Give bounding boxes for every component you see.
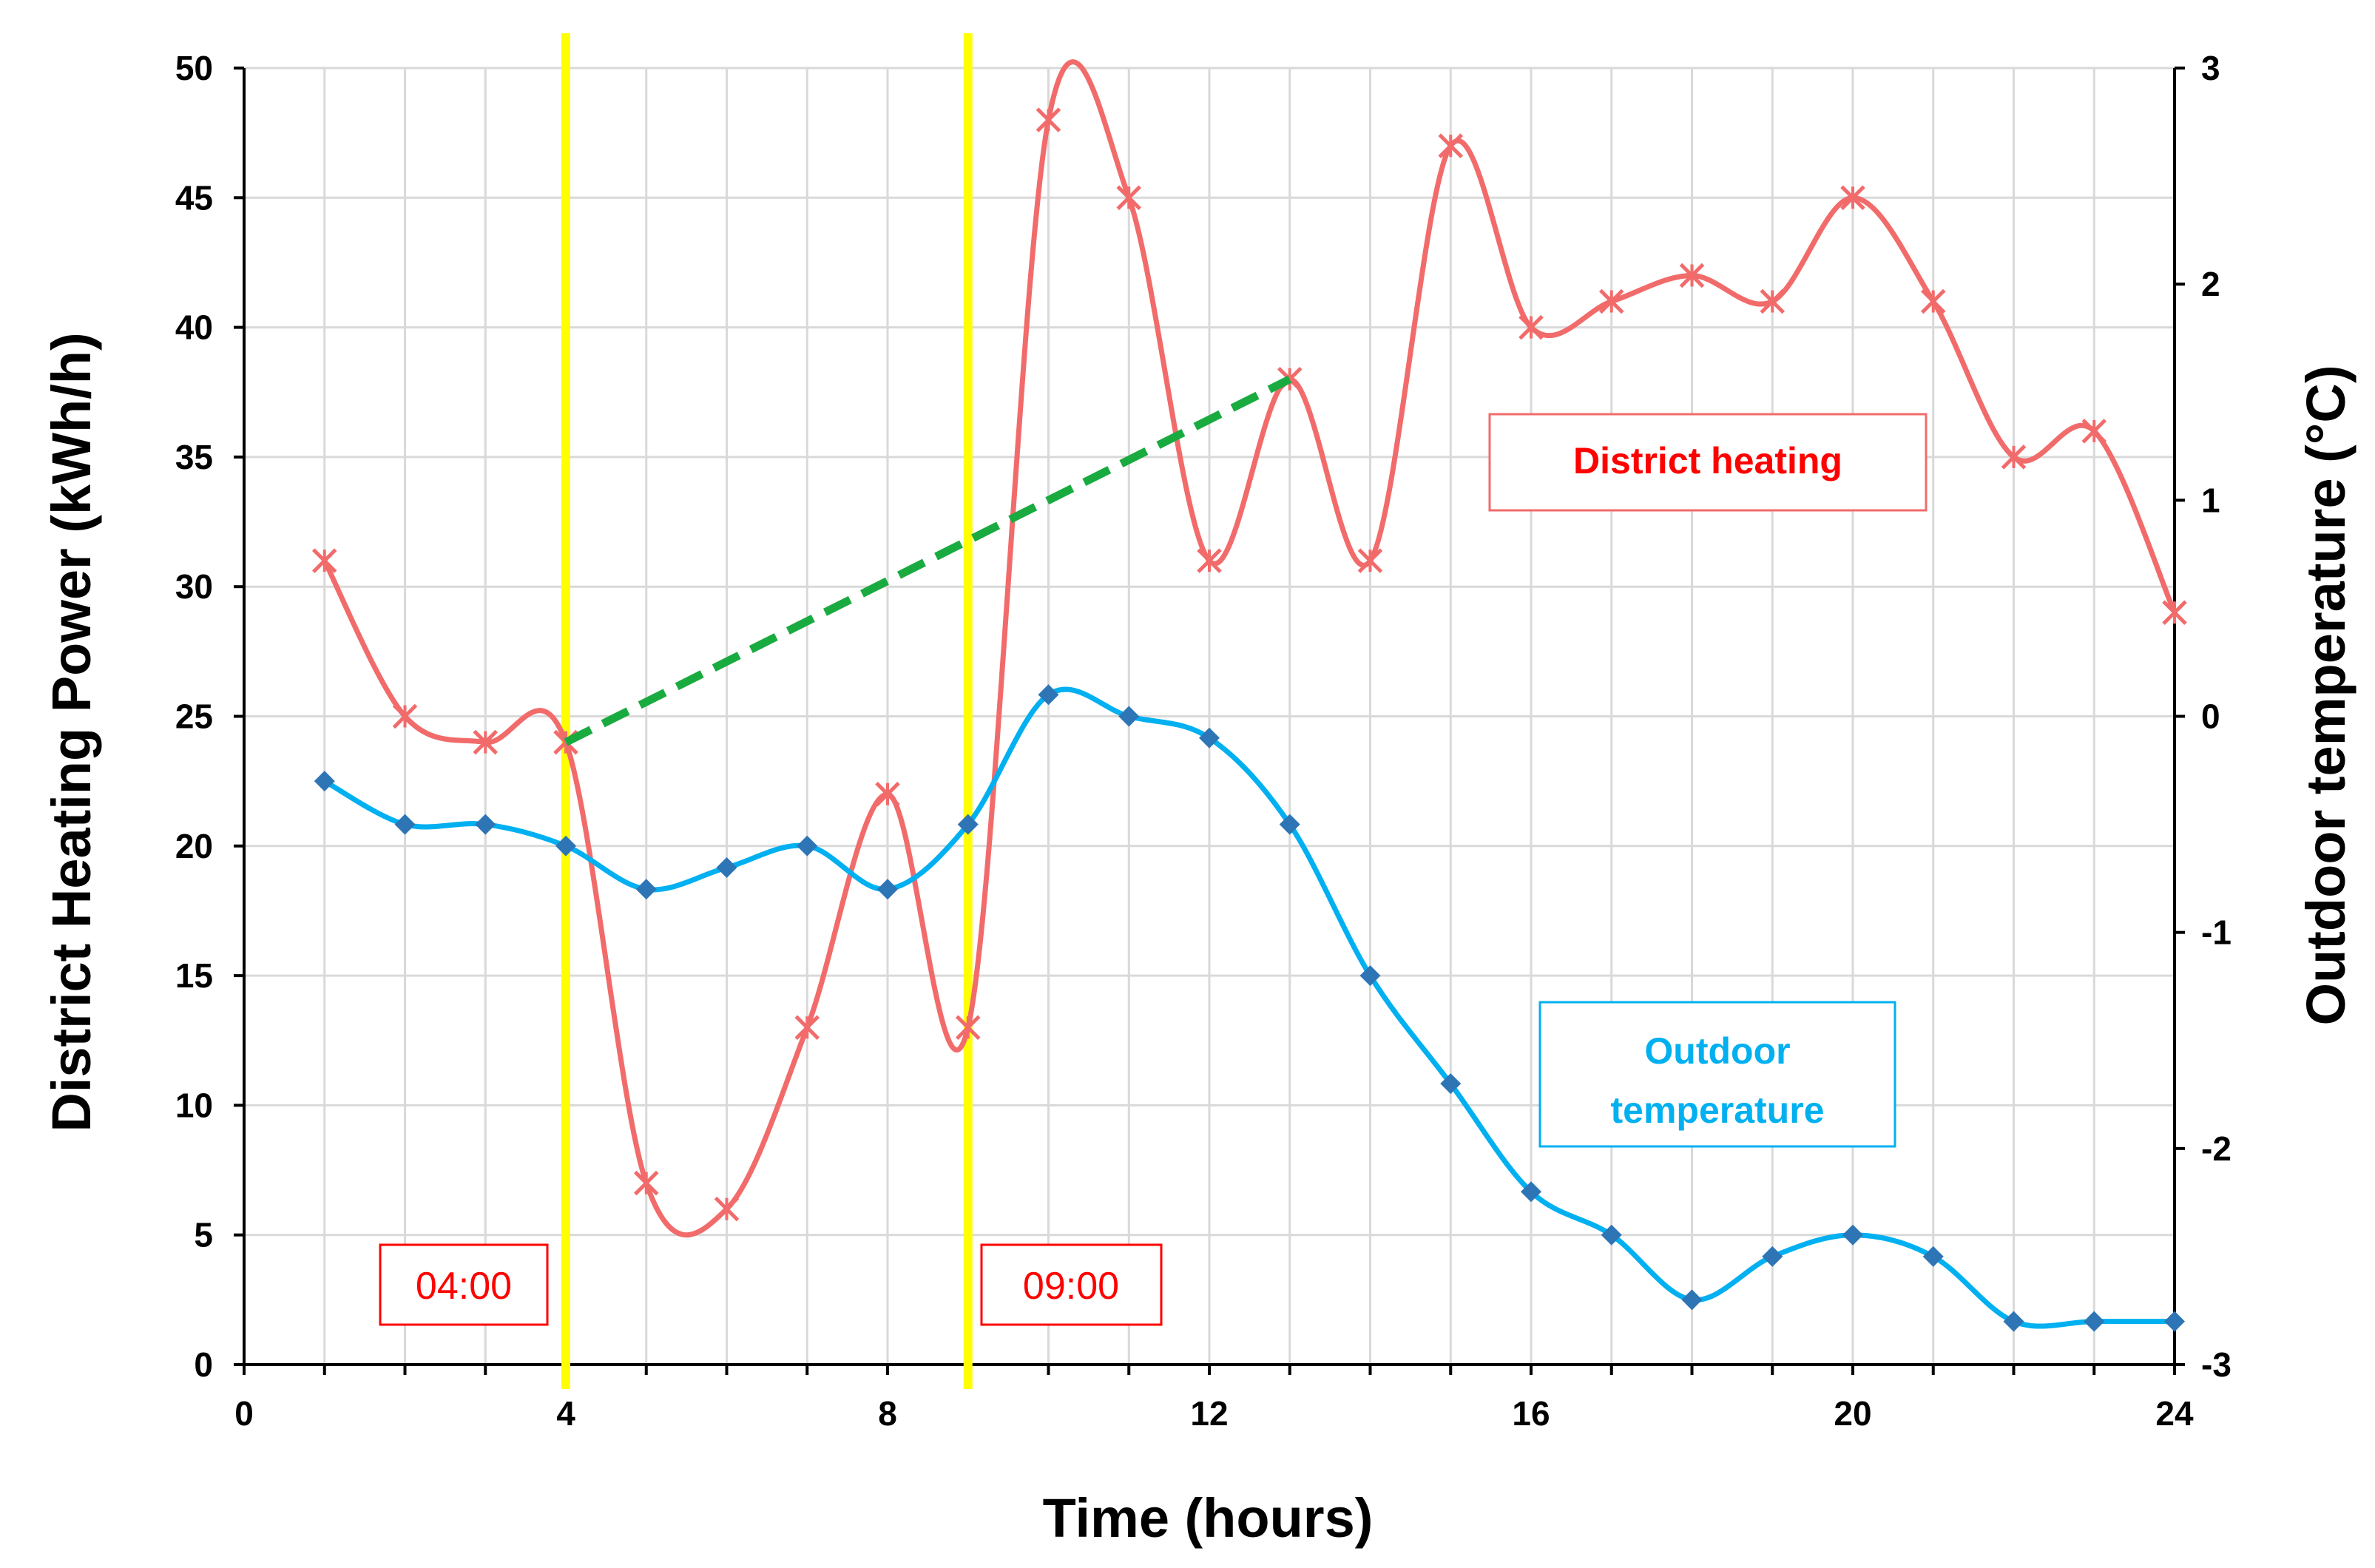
data-point-outdoor-temperature: [877, 879, 898, 900]
data-point-outdoor-temperature: [2003, 1311, 2024, 1332]
series-layer: [311, 59, 2187, 1332]
legend-label-outdoor-line1: Outdoor: [1644, 1030, 1790, 1072]
data-point-outdoor-temperature: [1681, 1289, 1703, 1311]
y-tick-label-left: 40: [175, 308, 213, 347]
time-label-0400: 04:00: [416, 1265, 512, 1308]
data-point-outdoor-temperature: [475, 814, 496, 835]
data-point-district-heating: [955, 1015, 981, 1040]
y-tick-label-left: 10: [175, 1086, 213, 1124]
y-tick-label-right: 2: [2201, 265, 2220, 303]
data-point-outdoor-temperature: [1118, 706, 1140, 727]
data-point-district-heating: [2081, 419, 2107, 444]
legend-label-outdoor-line2: temperature: [1611, 1089, 1825, 1131]
time-box-0400: 04:00: [379, 1243, 549, 1326]
y-tick-label-left: 30: [175, 567, 213, 606]
data-point-outdoor-temperature: [1601, 1224, 1622, 1246]
data-point-district-heating: [2162, 600, 2187, 626]
legend-label-district-heating: District heating: [1573, 440, 1842, 481]
data-point-outdoor-temperature: [1440, 1073, 1462, 1095]
data-point-district-heating: [473, 729, 499, 755]
data-point-district-heating: [794, 1015, 820, 1040]
data-point-district-heating: [1760, 288, 1786, 314]
data-point-district-heating: [1116, 185, 1142, 211]
data-point-district-heating: [1518, 314, 1544, 340]
legend-box-outdoor-temperature-frame: [1538, 1001, 1896, 1148]
y-tick-label-left: 20: [175, 827, 213, 865]
y-tick-label-right: -2: [2201, 1129, 2232, 1168]
x-tick-label: 0: [234, 1394, 254, 1433]
data-point-district-heating: [1920, 288, 1946, 314]
data-point-outdoor-temperature: [555, 835, 576, 856]
y-axis-title-right: Outdoor temperature (°C): [2295, 365, 2357, 1026]
data-point-district-heating: [311, 548, 337, 573]
y-tick-label-right: 1: [2201, 481, 2220, 519]
y-tick-label-right: -1: [2201, 913, 2232, 952]
x-tick-label: 8: [878, 1394, 897, 1433]
y-tick-label-right: 3: [2201, 49, 2220, 87]
time-box-0400-frame: [379, 1243, 549, 1326]
series-district-heating: [311, 59, 2187, 1237]
data-point-district-heating: [1197, 548, 1222, 573]
data-point-district-heating: [875, 781, 900, 807]
data-point-outdoor-temperature: [1842, 1224, 1863, 1246]
y-tick-label-left: 25: [175, 697, 213, 736]
data-point-outdoor-temperature: [2084, 1311, 2105, 1332]
data-point-district-heating: [633, 1170, 659, 1196]
grid-layer: [244, 67, 2176, 1365]
series-line-outdoor-temperature: [322, 686, 2178, 1329]
annotation-layer: [564, 375, 1292, 746]
data-point-district-heating: [1357, 548, 1383, 573]
time-box-0900-frame: [980, 1243, 1163, 1326]
data-point-outdoor-temperature: [957, 814, 979, 835]
data-point-district-heating: [1036, 107, 1061, 132]
data-point-outdoor-temperature: [1521, 1181, 1541, 1203]
data-point-outdoor-temperature: [635, 879, 657, 900]
data-point-outdoor-temperature: [1762, 1246, 1783, 1267]
x-tick-label: 12: [1190, 1394, 1228, 1433]
data-point-outdoor-temperature: [797, 835, 818, 856]
vertical-lines-layer: [561, 33, 973, 1389]
y-axis-title-left: District Heating Power (kWh/h): [41, 332, 102, 1132]
data-point-district-heating: [392, 703, 418, 729]
data-point-outdoor-temperature: [314, 771, 335, 792]
y-tick-label-left: 50: [175, 49, 213, 87]
legend-box-district-heating: District heating: [1488, 413, 1928, 512]
series-line-district-heating: [322, 59, 2178, 1237]
time-label-0900: 09:00: [1023, 1265, 1119, 1308]
y-tick-label-left: 15: [175, 956, 213, 995]
legend-box-outdoor-temperature: Outdoor temperature: [1538, 1001, 1896, 1148]
data-point-outdoor-temperature: [394, 814, 416, 835]
data-point-district-heating: [714, 1196, 740, 1222]
data-point-district-heating: [1598, 288, 1624, 314]
data-point-outdoor-temperature: [716, 857, 737, 879]
data-point-outdoor-temperature: [1279, 814, 1300, 835]
time-box-0900: 09:00: [980, 1243, 1163, 1326]
x-tick-label: 20: [1834, 1394, 1871, 1433]
y-tick-label-left: 0: [194, 1345, 213, 1384]
data-point-district-heating: [1438, 133, 1464, 158]
x-axis-title: Time (hours): [1043, 1487, 1374, 1549]
x-tick-label: 4: [556, 1394, 575, 1433]
data-point-outdoor-temperature: [1359, 965, 1381, 987]
trend-line-dashed: [564, 375, 1292, 746]
data-point-district-heating: [1840, 185, 1865, 211]
data-point-outdoor-temperature: [2164, 1311, 2185, 1332]
y-tick-label-left: 45: [175, 178, 213, 217]
legend-box-district-heating-frame: [1488, 413, 1928, 512]
y-tick-label-left: 5: [194, 1216, 213, 1254]
series-outdoor-temperature: [314, 684, 2185, 1332]
y-tick-label-right: -3: [2201, 1345, 2232, 1384]
x-tick-label: 24: [2155, 1394, 2194, 1433]
data-point-outdoor-temperature: [1038, 684, 1059, 706]
y-tick-label-right: 0: [2201, 697, 2220, 736]
data-point-outdoor-temperature: [1199, 727, 1220, 748]
y-tick-label-left: 35: [175, 438, 213, 476]
x-tick-label: 16: [1512, 1394, 1550, 1433]
data-point-district-heating: [1679, 263, 1705, 288]
data-point-outdoor-temperature: [1922, 1246, 1944, 1267]
data-point-district-heating: [2001, 445, 2027, 470]
